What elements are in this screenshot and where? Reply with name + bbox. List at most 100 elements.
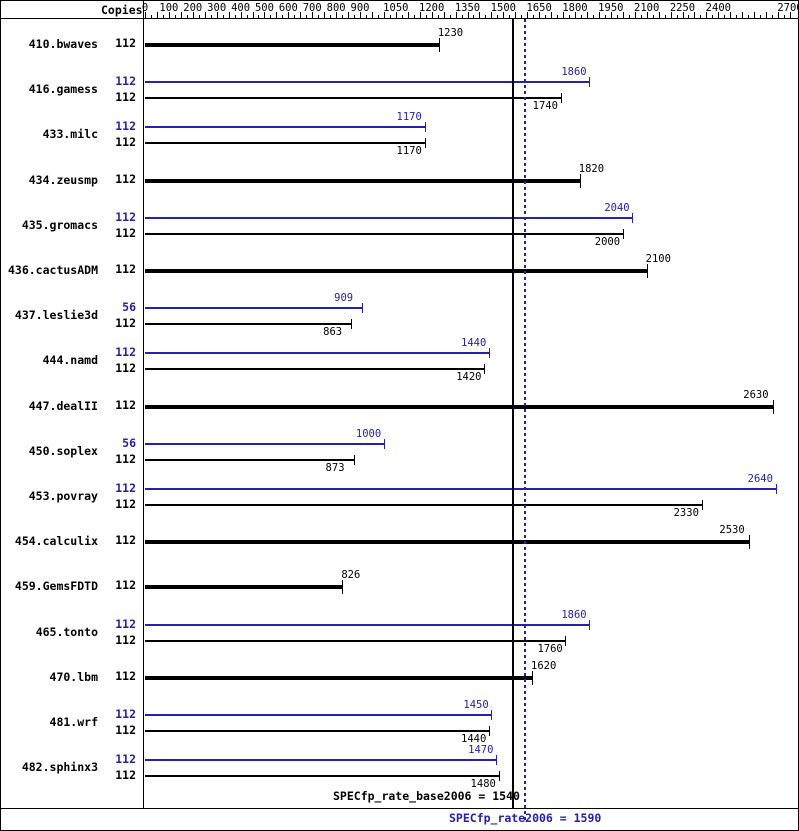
axis-minor-tick [521, 15, 523, 18]
base-bar-endcap [646, 264, 648, 278]
axis-minor-tick [545, 15, 547, 18]
peak-value-label: 1000 [355, 427, 382, 440]
peak-value-label: 909 [334, 292, 354, 305]
axis-major-tick [778, 12, 780, 18]
axis-minor-tick [354, 15, 356, 18]
axis-tick-label: 300 [207, 2, 227, 14]
axis-tick-label: 400 [231, 2, 251, 14]
axis-major-tick [216, 12, 218, 18]
axis-major-tick [718, 12, 720, 18]
axis-major-tick [419, 12, 421, 18]
base-result-bar [145, 730, 489, 732]
copies-value: 112 [115, 36, 136, 50]
axis-minor-tick [413, 15, 415, 18]
peak-result-bar [145, 81, 590, 84]
base-value-label: 2100 [645, 253, 671, 265]
base-bar-endcap [484, 364, 486, 375]
axis-major-tick [145, 12, 146, 18]
axis-minor-tick [688, 15, 690, 18]
axis-tick-label: 1650 [526, 2, 552, 14]
base-reference-line [511, 19, 514, 808]
axis-tick-label: 2250 [669, 2, 696, 14]
peak-value-label: 1860 [561, 66, 587, 79]
axis-tick-label: 800 [326, 2, 346, 14]
row-axis-tick [143, 76, 144, 105]
benchmark-name: 450.soplex [28, 443, 98, 458]
benchmark-name: 454.calculix [14, 534, 98, 549]
axis-minor-tick [676, 15, 678, 18]
row-axis-tick [143, 618, 144, 647]
base-value-label: 826 [341, 569, 361, 582]
axis-tick-label: 0 [141, 2, 149, 14]
peak-bar-endcap [775, 484, 777, 494]
axis-minor-tick [389, 15, 391, 18]
axis-tick-label: 900 [350, 2, 370, 14]
axis-tick-label: 600 [278, 2, 298, 14]
axis-tick-label: 1350 [454, 2, 481, 14]
copies-value-peak: 112 [115, 616, 136, 631]
copies-value-base: 112 [115, 90, 136, 105]
axis-major-tick [646, 12, 648, 18]
axis-major-tick [252, 12, 254, 18]
base-bar-endcap [579, 173, 581, 188]
base-bar-endcap [351, 319, 353, 330]
copies-value-peak: 112 [115, 752, 136, 767]
axis-minor-tick [306, 15, 308, 18]
base-result-bar [145, 458, 354, 461]
axis-major-tick [754, 12, 756, 18]
axis-major-tick [276, 12, 278, 18]
base-value-label: 1760 [537, 642, 563, 655]
copies-value-peak: 112 [115, 119, 136, 134]
axis-minor-tick [330, 15, 332, 18]
copies-value-base: 112 [115, 632, 136, 647]
base-bar-endcap [438, 38, 440, 52]
base-reference-label: SPECfp_rate_base2006 = 1540 [333, 789, 520, 803]
row-axis-tick [143, 211, 144, 240]
copies-column-header: Copies [101, 3, 143, 17]
base-value-label: 873 [325, 461, 345, 474]
axis-major-tick [348, 12, 350, 18]
benchmark-name: 436.cactusADM [7, 263, 98, 277]
peak-reference-line [523, 19, 526, 821]
benchmark-name: 437.leslie3d [14, 308, 98, 323]
base-bar-endcap [701, 500, 703, 510]
base-value-label: 1420 [456, 371, 482, 384]
axis-major-tick [586, 12, 588, 18]
peak-bar-endcap [496, 755, 498, 766]
copies-value: 112 [115, 578, 136, 593]
base-result-bar [145, 232, 623, 235]
benchmark-name: 410.bwaves [28, 37, 98, 51]
axis-minor-tick [724, 15, 726, 18]
copies-value-base: 112 [115, 723, 136, 737]
axis-major-tick [312, 12, 314, 18]
axis-major-tick [192, 12, 194, 18]
axis-tick-label: 1800 [562, 2, 588, 14]
peak-value-label: 1860 [561, 608, 587, 621]
row-axis-tick [143, 437, 144, 466]
base-value-label: 2530 [719, 524, 745, 537]
axis-tick-label: 1500 [490, 2, 516, 14]
copies-value-peak: 112 [115, 345, 136, 360]
peak-result-bar [145, 759, 497, 762]
axis-major-tick [288, 12, 290, 18]
axis-major-tick [551, 12, 553, 18]
axis-major-tick [467, 12, 469, 18]
peak-result-bar [145, 442, 384, 445]
base-value-label: 1620 [531, 659, 557, 672]
axis-major-tick [168, 12, 170, 18]
base-bar-endcap [342, 580, 344, 595]
peak-result-bar [145, 307, 363, 310]
axis-minor-tick [461, 15, 463, 18]
axis-minor-tick [533, 15, 535, 18]
base-value-label: 2630 [743, 388, 769, 401]
row-axis-tick [143, 302, 144, 331]
base-result-bar [145, 639, 566, 642]
row-axis-tick [143, 31, 144, 59]
axis-major-tick [766, 12, 768, 18]
base-result-bar [145, 43, 439, 47]
copies-value-base: 112 [115, 768, 136, 783]
axis-major-tick [204, 12, 206, 18]
axis-minor-tick [246, 15, 248, 18]
copies-value-peak: 56 [122, 300, 136, 315]
axis-minor-tick [377, 15, 379, 18]
